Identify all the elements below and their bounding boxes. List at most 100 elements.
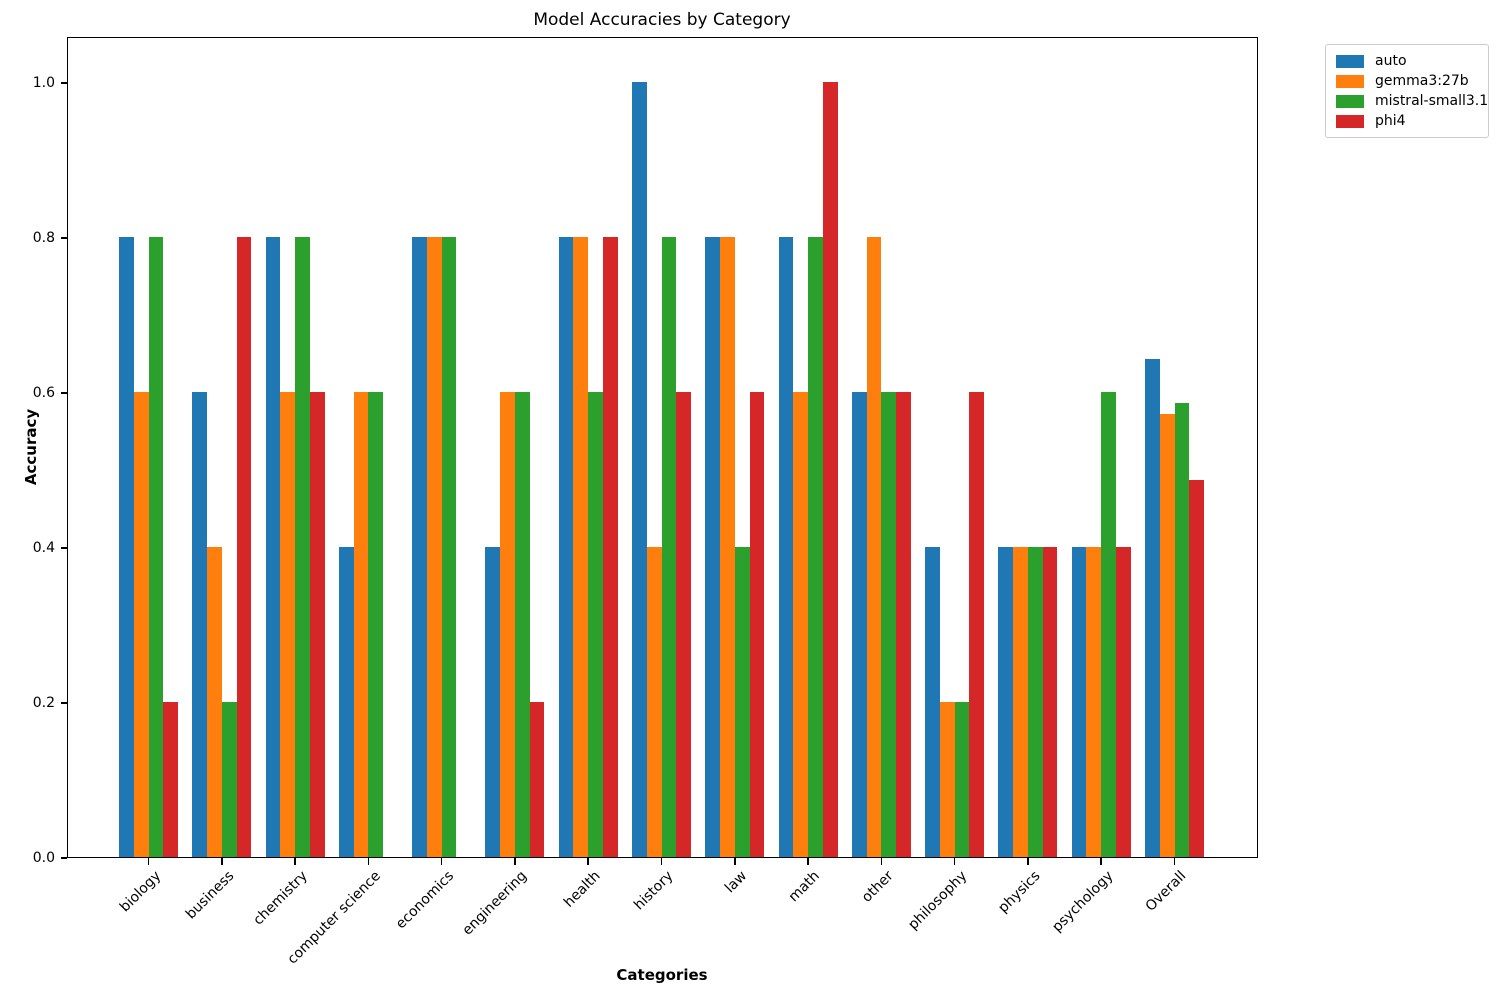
x-tick-label: law: [721, 868, 751, 897]
bar: [925, 547, 940, 857]
bar: [749, 392, 765, 857]
legend-item: mistral-small3.1: [1336, 91, 1488, 111]
bar: [1071, 547, 1087, 857]
bar: [1027, 547, 1043, 857]
y-tick-label: 0.0: [32, 850, 55, 866]
legend-item: gemma3:27b: [1336, 71, 1480, 91]
bar: [426, 237, 442, 857]
x-tick-label: math: [786, 868, 824, 906]
x-axis-tick: [880, 858, 883, 865]
y-tick-label: 1.0: [32, 75, 55, 91]
bar: [148, 237, 164, 857]
bar: [119, 237, 134, 857]
bar: [412, 237, 427, 857]
legend-swatch: [1336, 74, 1364, 88]
x-axis-tick: [807, 858, 809, 865]
bar: [588, 392, 603, 857]
bar: [485, 547, 501, 857]
bar: [1042, 547, 1058, 857]
bar: [529, 702, 545, 857]
bar: [676, 392, 691, 857]
y-tick-label: 0.8: [32, 230, 55, 246]
bar: [280, 392, 296, 857]
legend-swatch: [1336, 54, 1364, 68]
bar: [851, 392, 867, 857]
bar: [236, 237, 252, 857]
bar: [163, 702, 178, 857]
bar: [954, 702, 970, 857]
bar: [573, 237, 589, 857]
x-axis-tick: [440, 858, 443, 865]
x-axis-tick: [294, 858, 296, 865]
bar: [207, 547, 222, 857]
x-axis-tick: [147, 858, 150, 865]
bar: [734, 547, 750, 857]
x-axis-tick: [1100, 858, 1102, 865]
legend: auto gemma3:27b mistral-small3.1 phi4: [1325, 44, 1489, 138]
legend-swatch: [1336, 114, 1364, 128]
bar: [808, 237, 823, 857]
bar: [969, 392, 985, 857]
bar: [720, 237, 735, 857]
bar: [1145, 358, 1160, 857]
x-tick-label: history: [631, 868, 677, 914]
bar: [514, 392, 530, 857]
bar: [881, 392, 897, 857]
legend-item: auto: [1336, 51, 1480, 71]
x-axis-tick: [953, 858, 956, 865]
bar: [822, 82, 838, 857]
bar: [1174, 402, 1190, 857]
bar: [368, 392, 384, 857]
bar: [1115, 547, 1131, 857]
x-tick-label: chemistry: [249, 868, 311, 929]
x-tick-label: health: [560, 868, 604, 911]
x-axis-tick: [367, 858, 370, 865]
bar: [441, 237, 457, 857]
x-tick-label: other: [858, 868, 897, 906]
x-axis-tick: [1173, 858, 1176, 865]
legend-swatch: [1336, 94, 1364, 108]
x-tick-label: psychology: [1049, 868, 1117, 936]
x-axis-label: Categories: [616, 966, 708, 984]
bar: [896, 392, 911, 857]
x-tick-label: Overall: [1143, 868, 1190, 915]
x-tick-label: philosophy: [904, 868, 970, 934]
bar: [939, 702, 955, 857]
bar: [661, 237, 677, 857]
bar: [1086, 547, 1102, 857]
x-tick-label: engineering: [459, 868, 531, 939]
y-tick-label: 0.4: [32, 540, 55, 556]
x-tick-label: biology: [116, 868, 164, 916]
bar: [295, 237, 310, 857]
legend-label: phi4: [1375, 113, 1406, 129]
y-axis-label: Accuracy: [22, 408, 40, 486]
bar: [353, 392, 369, 857]
y-tick-label: 0.2: [32, 695, 55, 711]
bar: [866, 237, 882, 857]
bar: [793, 392, 809, 857]
bar: [1101, 392, 1116, 857]
bar: [705, 237, 721, 857]
legend-item: phi4: [1336, 111, 1480, 131]
x-tick-label: physics: [994, 868, 1044, 917]
y-axis-tick: [60, 702, 67, 704]
x-tick-label: business: [182, 868, 238, 923]
y-axis-tick: [60, 547, 67, 549]
bar: [1159, 414, 1175, 857]
x-axis-tick: [1027, 858, 1029, 865]
bar: [602, 237, 618, 857]
x-axis-tick: [734, 858, 736, 865]
x-axis-tick: [660, 858, 663, 865]
y-axis-tick: [60, 857, 67, 859]
bar: [778, 237, 794, 857]
legend-label: gemma3:27b: [1375, 73, 1469, 89]
y-axis-tick: [60, 237, 67, 239]
bar: [1189, 480, 1204, 857]
x-tick-label: economics: [392, 868, 457, 933]
bar: [309, 392, 325, 857]
bar: [558, 237, 574, 857]
bar: [338, 547, 354, 857]
bar: [192, 392, 208, 857]
bar: [265, 237, 281, 857]
